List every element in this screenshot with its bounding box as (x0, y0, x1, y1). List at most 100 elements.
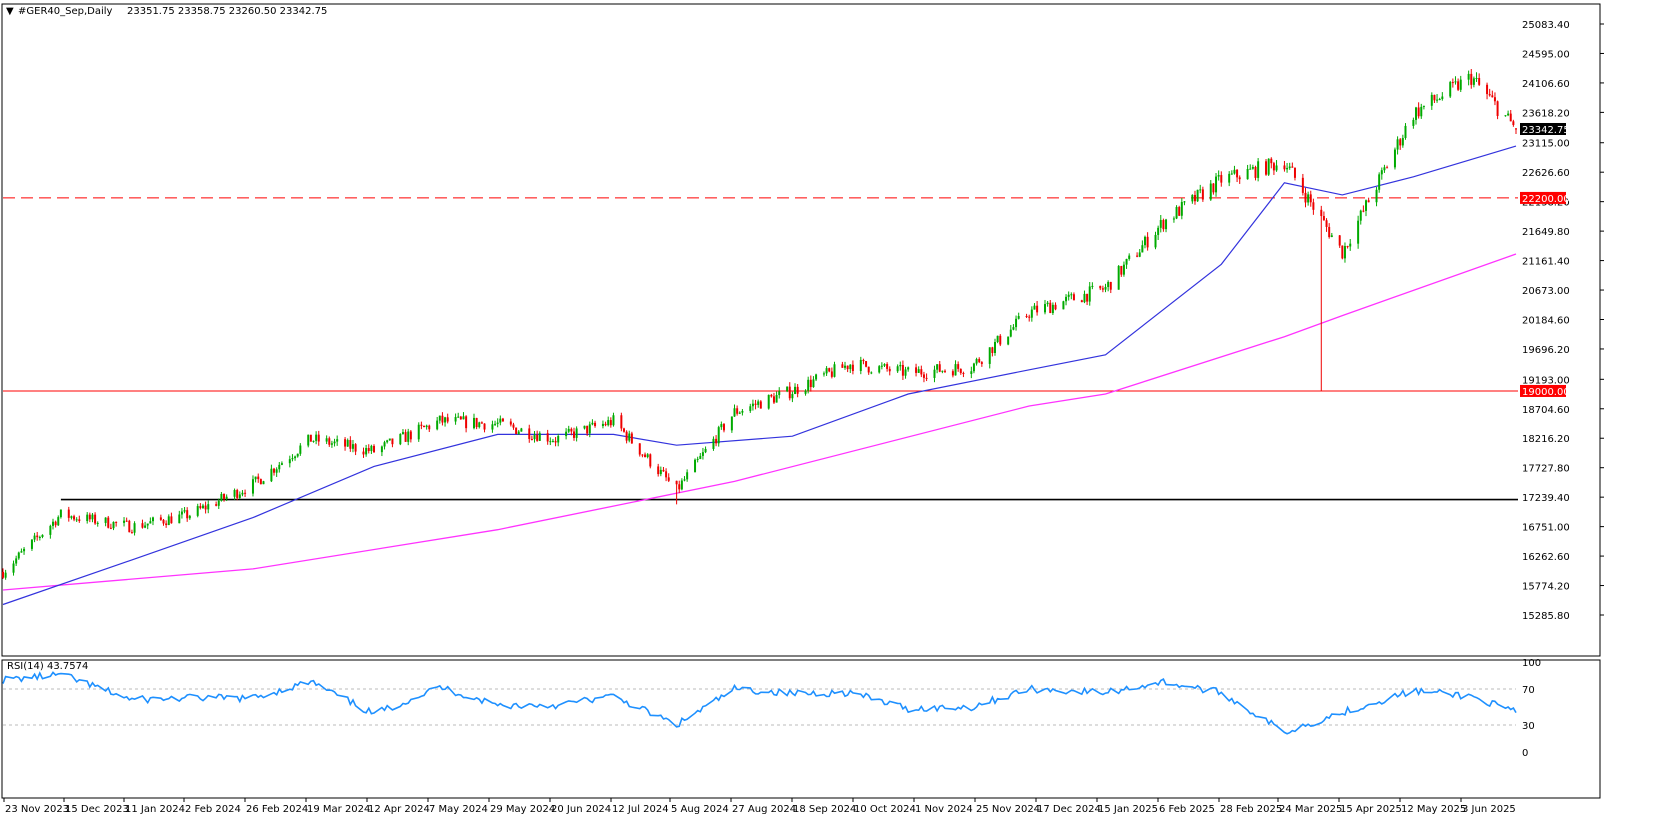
candle-body (696, 458, 699, 460)
candle-body (899, 365, 902, 367)
candle (530, 435, 533, 441)
price-axis-label: 21161.40 (1522, 257, 1570, 268)
candle (1141, 240, 1144, 253)
candle-body (1143, 236, 1146, 246)
candle-body (1396, 139, 1399, 150)
candle (1343, 242, 1346, 263)
candle (757, 399, 760, 408)
candle-body (778, 391, 781, 396)
candle-body (1228, 173, 1231, 183)
candle-body (1365, 200, 1368, 211)
candle-body (933, 369, 936, 378)
candle (1378, 172, 1381, 193)
candle-body (751, 403, 754, 407)
horizontal-levels (3, 197, 1518, 501)
candle (1146, 232, 1149, 251)
date-axis-label: 29 May 2024 (490, 804, 555, 815)
candle (38, 535, 41, 541)
candle-body (1378, 174, 1381, 190)
candle (851, 360, 854, 375)
candle-body (794, 386, 797, 395)
candle-body (1343, 246, 1346, 259)
candle-body (736, 408, 739, 414)
candle-body (483, 423, 486, 430)
candle-body (54, 521, 57, 526)
candle-body (1175, 207, 1178, 219)
candle-body (115, 521, 118, 523)
candle (115, 521, 118, 527)
candle-body (1157, 227, 1160, 235)
candle-body (1457, 81, 1460, 90)
candle-body (1172, 218, 1175, 220)
candle-body (259, 479, 262, 485)
candle-body (841, 364, 844, 368)
candle (215, 501, 218, 507)
candle-body (775, 395, 778, 403)
candle-body (225, 496, 228, 499)
candle (962, 371, 965, 378)
candle (407, 428, 410, 446)
candle-body (491, 424, 494, 430)
candle (951, 369, 954, 378)
candle (1193, 190, 1196, 205)
candle (609, 417, 612, 428)
candle-body (475, 417, 478, 428)
candle (954, 360, 957, 376)
candle-body (178, 514, 181, 524)
candle-body (454, 417, 457, 422)
candle-body (1488, 94, 1491, 96)
candle (622, 427, 625, 433)
candle (630, 431, 633, 444)
candle (696, 456, 699, 463)
candle (612, 412, 615, 427)
candle (178, 510, 181, 524)
candle (712, 436, 715, 451)
candle (812, 376, 815, 388)
candle (1254, 165, 1257, 181)
candle-body (144, 525, 147, 528)
candle (273, 467, 276, 476)
candle-body (1272, 163, 1275, 171)
candle-body (41, 534, 44, 537)
date-axis-label: 2 Feb 2024 (185, 804, 241, 815)
candle-body (870, 372, 873, 374)
candle (867, 366, 870, 375)
candle-body (704, 448, 707, 453)
candle (1143, 235, 1146, 249)
candle (78, 515, 81, 523)
candle-body (57, 517, 60, 526)
candle-body (409, 431, 412, 440)
candle-body (4, 572, 7, 578)
candle (1441, 92, 1444, 101)
candle-body (941, 370, 944, 372)
candle-body (1328, 226, 1331, 238)
candle (601, 420, 604, 429)
candle (367, 444, 370, 454)
date-axis-label: 15 Jan 2025 (1098, 804, 1158, 815)
candle (170, 512, 173, 524)
candle-body (994, 341, 997, 353)
candle (475, 417, 478, 430)
chart-menu-arrow-icon[interactable]: ▼ (6, 6, 14, 17)
candle-body (162, 519, 165, 524)
price-axis-label: 17727.80 (1522, 464, 1570, 475)
candle-body (278, 464, 281, 470)
candle-body (380, 446, 383, 453)
candle (1051, 302, 1054, 315)
candle (51, 518, 54, 530)
candle-body (546, 433, 549, 442)
candle-body (223, 493, 226, 499)
candle (1157, 225, 1160, 240)
candle-body (741, 410, 744, 413)
candle (828, 367, 831, 373)
candle-body (515, 427, 518, 434)
candle-body (851, 364, 854, 371)
candle-body (78, 519, 81, 522)
candle (1246, 164, 1249, 180)
candle-body (1312, 202, 1315, 210)
candle-body (299, 445, 302, 454)
ohlc-values: 23351.75 23358.75 23260.50 23342.75 (127, 6, 327, 17)
candle-body (533, 435, 536, 440)
candle-body (1467, 73, 1470, 80)
candle-body (694, 459, 697, 473)
